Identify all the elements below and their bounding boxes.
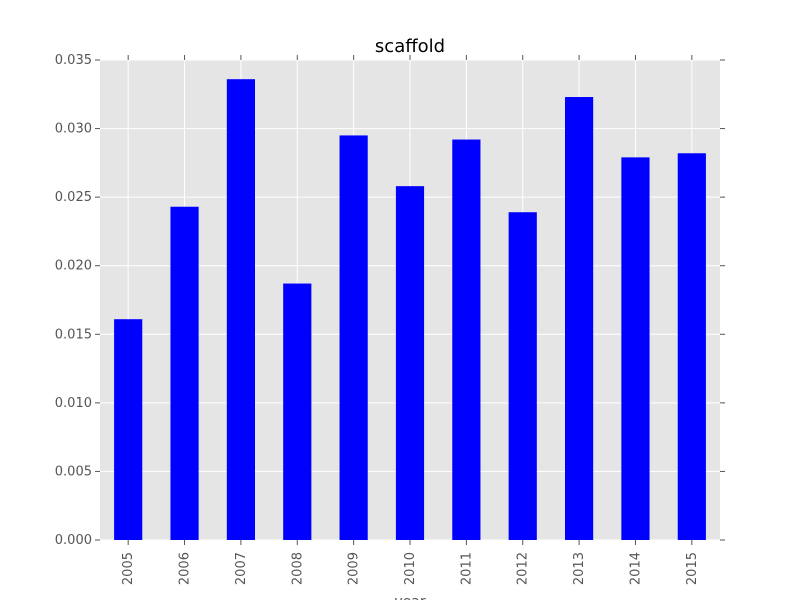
y-tick-label: 0.020 [55,259,92,274]
bar-2010 [395,186,425,540]
x-tick-label: 2011 [459,552,474,585]
x-tick-label: 2005 [121,552,136,585]
x-tick-label: 2007 [234,552,249,585]
bar-2008 [283,283,312,540]
x-tick-label: 2006 [178,552,193,585]
x-axis-ticks: 2005 2006 2007 2008 2009 2010 2011 2012 2013 2014… [121,55,700,585]
x-tick-label: 2008 [290,552,305,585]
bar-2009 [339,135,368,540]
x-tick-label: 2012 [516,552,531,585]
x-tick-label: 2013 [572,552,587,585]
chart-title: scaffold [375,36,445,57]
bar-2014 [621,157,650,540]
bar-2013 [565,97,594,541]
y-tick-label: 0.025 [55,190,92,205]
bar-2015 [677,153,706,540]
bar-2011 [452,139,481,541]
y-tick-label: 0.030 [55,122,92,137]
bar-2012 [508,212,537,540]
x-tick-label: 2014 [628,552,643,585]
x-tick-label: 2010 [403,552,418,585]
bar-2005 [114,319,143,540]
y-axis-ticks: 0.000 0.005 0.010 0.015 0.020 0.025 0.030 0.035 [55,53,725,548]
x-tick-label: 2009 [347,552,362,585]
y-tick-label: 0.000 [55,533,92,548]
bar-2007 [226,79,255,540]
bars [114,79,706,541]
y-tick-label: 0.015 [55,327,92,342]
x-axis-label: year [394,594,425,600]
x-tick-label: 2015 [685,552,700,585]
y-tick-label: 0.010 [55,396,92,411]
y-tick-label: 0.005 [55,464,92,479]
y-tick-label: 0.035 [55,53,92,68]
bar-2006 [170,206,199,540]
